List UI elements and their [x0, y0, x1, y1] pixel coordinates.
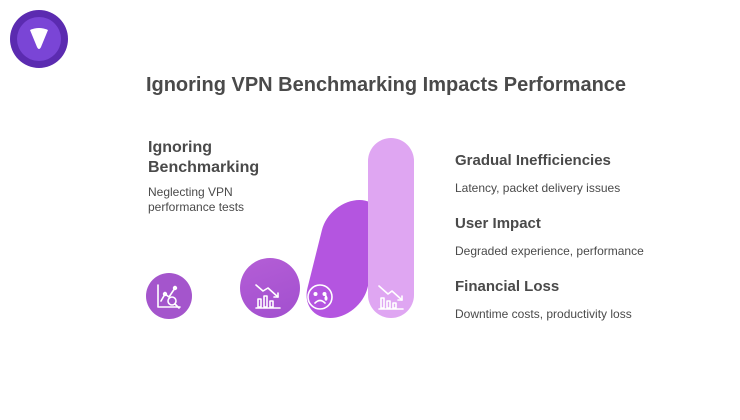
left-description: Neglecting VPN performance tests	[148, 185, 245, 214]
sad-face-icon	[303, 280, 337, 314]
page-title: Ignoring VPN Benchmarking Impacts Perfor…	[145, 74, 627, 96]
item-desc-financial-loss: Downtime costs, productivity loss	[455, 307, 632, 321]
item-title-user-impact: User Impact	[455, 215, 541, 232]
chart-search-icon	[146, 273, 192, 319]
declining-bars-icon	[375, 281, 407, 313]
item-desc-user-impact: Degraded experience, performance	[455, 244, 644, 258]
left-heading: Ignoring Benchmarking	[148, 139, 260, 176]
shield-logo-icon	[17, 17, 61, 61]
bar-financial-loss	[368, 138, 414, 318]
declining-chart-icon	[252, 280, 284, 312]
item-desc-gradual-inefficiencies: Latency, packet delivery issues	[455, 181, 621, 195]
item-title-gradual-inefficiencies: Gradual Inefficiencies	[455, 152, 611, 169]
brand-logo	[10, 10, 68, 68]
item-title-financial-loss: Financial Loss	[455, 278, 560, 295]
